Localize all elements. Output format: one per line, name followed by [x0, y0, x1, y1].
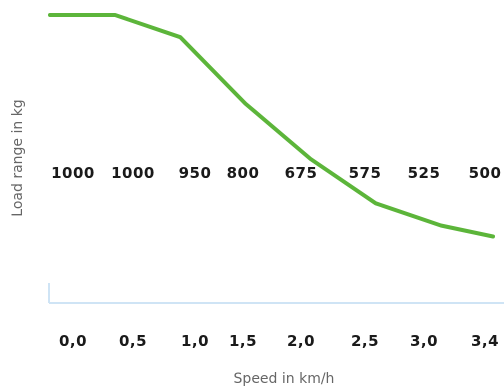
x-tick-label: 1,0 — [181, 332, 209, 350]
x-tick-label: 0,5 — [119, 332, 147, 350]
data-label: 1000 — [51, 164, 95, 182]
series-line — [48, 13, 495, 239]
x-tick-label: 2,5 — [351, 332, 379, 350]
x-tick-label: 3,0 — [410, 332, 438, 350]
x-tick-label: 1,5 — [229, 332, 257, 350]
data-label: 500 — [469, 164, 502, 182]
data-label: 575 — [349, 164, 382, 182]
data-label: 800 — [227, 164, 260, 182]
x-tick-labels: 0,0 0,5 1,0 1,5 2,0 2,5 3,0 3,4 — [59, 332, 499, 350]
data-label: 950 — [179, 164, 212, 182]
data-label: 525 — [408, 164, 441, 182]
y-axis-title: Load range in kg — [10, 99, 26, 216]
x-axis-title: Speed in km/h — [234, 371, 335, 387]
data-label: 675 — [285, 164, 318, 182]
x-tick-label: 2,0 — [287, 332, 315, 350]
x-tick-label: 0,0 — [59, 332, 87, 350]
x-tick-label: 3,4 — [471, 332, 499, 350]
data-labels: 1000 1000 950 800 675 575 525 500 — [51, 164, 501, 182]
data-label: 1000 — [111, 164, 155, 182]
